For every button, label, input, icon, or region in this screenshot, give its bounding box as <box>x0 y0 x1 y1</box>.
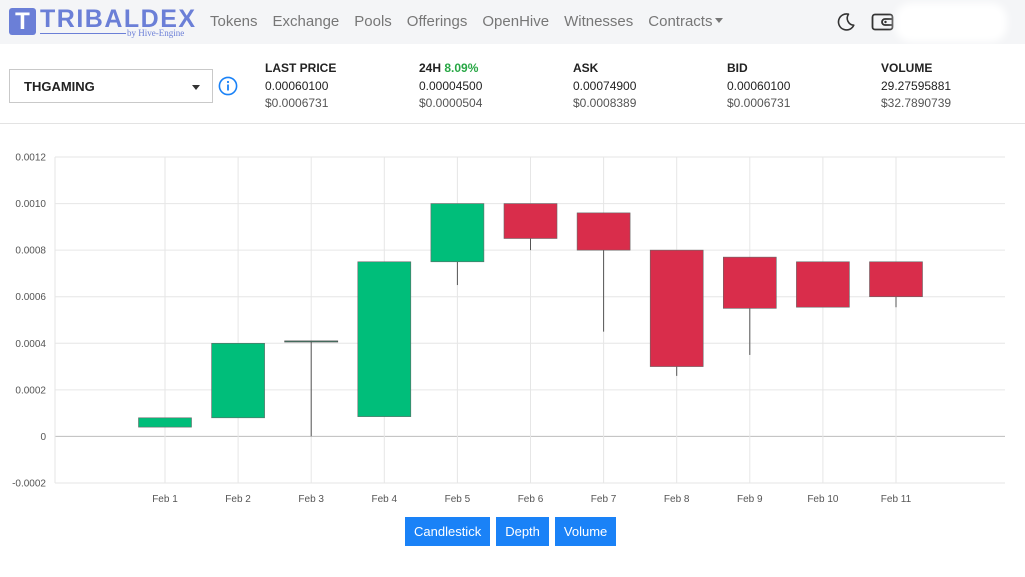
stat-value: 0.00074900 <box>573 78 637 93</box>
nav-exchange[interactable]: Exchange <box>272 13 340 30</box>
x-tick-label: Feb 10 <box>807 494 839 505</box>
stat-value: 0.00004500 <box>419 78 483 93</box>
y-tick-label: 0.0006 <box>15 292 46 303</box>
tab-candlestick[interactable]: Candlestick <box>405 517 491 546</box>
candle-body <box>796 261 850 308</box>
x-tick-label: Feb 7 <box>591 494 617 505</box>
stat-label: 24H 8.09% <box>419 60 482 78</box>
stat-value: 0.00060100 <box>727 78 791 93</box>
stat-24h-label: 24H <box>419 61 442 75</box>
stat-usd: $32.7890739 <box>881 96 952 110</box>
y-tick-label: 0.0008 <box>15 246 46 257</box>
stat-bid: BID 0.00060100 $0.0006731 <box>727 60 790 113</box>
stat-volume: VOLUME 29.27595881 $32.7890739 <box>881 60 951 113</box>
tab-volume[interactable]: Volume <box>554 517 617 546</box>
candle-body <box>138 417 192 428</box>
candle-body <box>722 256 777 309</box>
candlestick-chart[interactable]: 0.0012 0.0010 0.0008 0.0006 0.0004 0.0002 0 -0.… <box>0 140 1025 510</box>
token-select[interactable]: THGAMING <box>9 69 213 103</box>
moon-icon[interactable] <box>836 12 856 32</box>
candle-body <box>284 340 339 343</box>
stat-label: ASK <box>573 61 599 75</box>
stat-value: 0.00060100 <box>265 78 329 93</box>
user-account-menu[interactable] <box>901 9 1001 36</box>
top-navbar: T TRIBALDEX by Hive-Engine Tokens Exchan… <box>0 0 1025 44</box>
y-tick-label: -0.0002 <box>12 479 46 490</box>
logo-subtitle: by Hive-Engine <box>127 28 185 38</box>
x-tick-label: Feb 11 <box>881 494 912 505</box>
nav-offerings[interactable]: Offerings <box>406 13 468 30</box>
stat-usd: $0.0006731 <box>727 96 791 110</box>
y-tick-label: 0.0010 <box>15 199 46 210</box>
token-select-value: THGAMING <box>24 79 95 94</box>
candle-body <box>576 212 631 251</box>
y-tick-label: 0 <box>40 432 46 443</box>
candle-body <box>869 261 923 298</box>
caret-down-icon <box>715 18 724 23</box>
x-tick-label: Feb 2 <box>225 494 251 505</box>
stat-label: LAST PRICE <box>265 61 337 75</box>
x-tick-label: Feb 5 <box>445 494 471 505</box>
stat-label: BID <box>727 61 748 75</box>
x-tick-label: Feb 6 <box>518 494 544 505</box>
candle-body <box>503 203 558 239</box>
market-ticker: THGAMING LAST PRICE 0.00060100 $0.000673… <box>0 44 1025 124</box>
stat-value: 29.27595881 <box>881 78 952 93</box>
nav-contracts-dropdown[interactable]: Contracts <box>648 13 724 30</box>
logo-text: TRIBALDEX <box>40 5 197 33</box>
y-tick-label: 0.0012 <box>15 153 46 164</box>
stat-label: VOLUME <box>881 61 933 75</box>
wallet-icon[interactable] <box>871 12 895 32</box>
x-tick-label: Feb 1 <box>152 494 178 505</box>
stat-24h: 24H 8.09% 0.00004500 $0.0000504 <box>419 60 482 113</box>
x-tick-label: Feb 9 <box>737 494 763 505</box>
nav-witnesses[interactable]: Witnesses <box>564 13 634 30</box>
nav-tokens[interactable]: Tokens <box>210 13 258 30</box>
candle-body <box>430 203 485 263</box>
x-tick-label: Feb 8 <box>664 494 690 505</box>
x-tick-label: Feb 4 <box>372 494 398 505</box>
candle-body <box>357 261 412 417</box>
stat-usd: $0.0006731 <box>265 96 329 110</box>
y-tick-label: 0.0004 <box>15 339 46 350</box>
y-tick-label: 0.0002 <box>15 385 46 396</box>
stat-ask: ASK 0.00074900 $0.0008389 <box>573 60 636 113</box>
chart-type-tabs: Candlestick Depth Volume <box>405 517 617 546</box>
main-nav: Tokens Exchange Pools Offerings OpenHive… <box>210 13 738 30</box>
x-tick-label: Feb 3 <box>298 494 324 505</box>
stat-usd: $0.0000504 <box>419 96 483 110</box>
stat-last-price: LAST PRICE 0.00060100 $0.0006731 <box>265 60 336 113</box>
candle-body <box>211 342 265 419</box>
caret-down-icon <box>192 85 200 90</box>
stat-usd: $0.0008389 <box>573 96 637 110</box>
tab-depth[interactable]: Depth <box>496 517 549 546</box>
stat-24h-percent: 8.09% <box>444 61 479 75</box>
nav-contracts-label: Contracts <box>648 13 713 30</box>
info-icon[interactable] <box>218 76 238 96</box>
candle-body <box>649 249 704 367</box>
logo-underline <box>40 33 126 34</box>
nav-openhive[interactable]: OpenHive <box>482 13 550 30</box>
logo-mark: T <box>9 8 36 35</box>
nav-pools[interactable]: Pools <box>354 13 392 30</box>
